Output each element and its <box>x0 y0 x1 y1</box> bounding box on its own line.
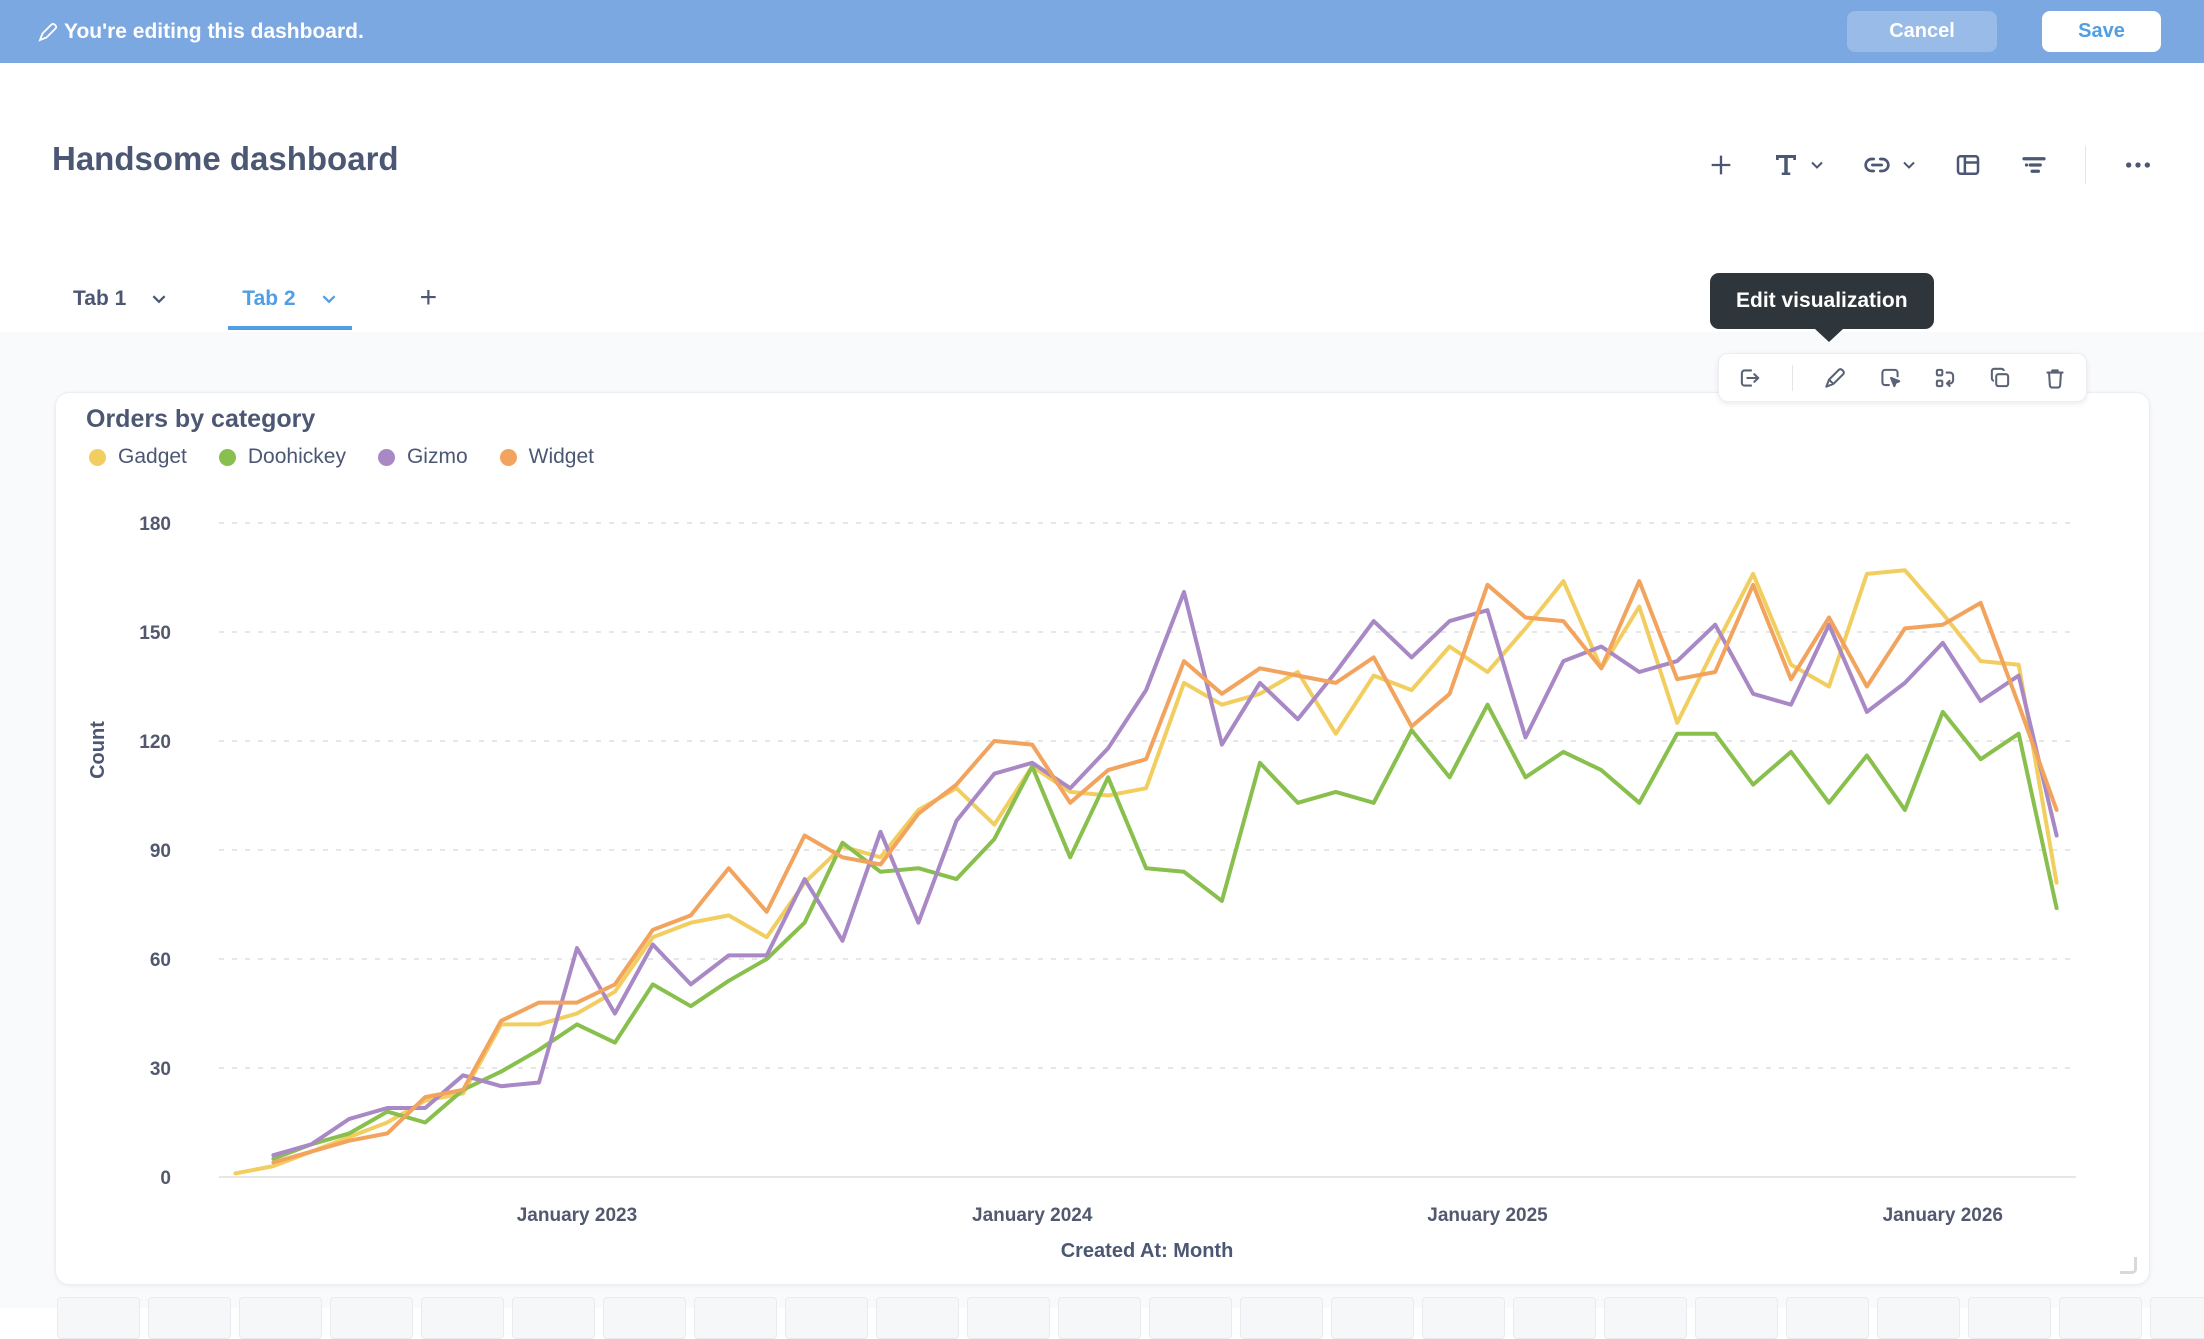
svg-text:0: 0 <box>160 1168 171 1189</box>
edit-visualization-pencil-icon[interactable] <box>1822 365 1848 391</box>
legend-dot <box>499 448 517 466</box>
legend-label: Doohickey <box>247 445 346 468</box>
tooltip-arrow <box>1815 329 1843 342</box>
chart-legend: Gadget Doohickey Gizmo Widget <box>89 445 594 469</box>
svg-text:30: 30 <box>150 1059 171 1080</box>
legend-label: Gadget <box>118 445 187 468</box>
add-icon[interactable] <box>1707 151 1735 179</box>
replace-visualization-icon[interactable] <box>1932 365 1958 391</box>
legend-dot <box>377 448 395 466</box>
chevron-down-icon <box>322 295 336 304</box>
svg-text:Count: Count <box>87 721 109 779</box>
grid-cell <box>2059 1297 2142 1339</box>
toolbar-divider <box>2085 146 2086 184</box>
legend-dot <box>218 448 236 466</box>
edit-visualization-tooltip: Edit visualization <box>1710 273 1934 342</box>
duplicate-icon[interactable] <box>1987 365 2013 391</box>
legend-label: Gizmo <box>406 445 468 468</box>
card-title: Orders by category <box>86 405 316 433</box>
editing-message: You're editing this dashboard. <box>64 19 364 43</box>
series-line-widget <box>271 579 2059 1165</box>
series-line-doohickey <box>271 702 2059 1161</box>
grid-cell <box>2150 1297 2204 1339</box>
chevron-down-icon <box>1903 161 1915 169</box>
legend-dot <box>89 448 106 466</box>
grid-cell <box>1058 1297 1141 1339</box>
trash-icon[interactable] <box>2042 365 2068 391</box>
legend-item-doohickey[interactable]: Doohickey <box>218 445 346 469</box>
legend-item-widget[interactable]: Widget <box>499 445 594 469</box>
svg-text:90: 90 <box>150 841 171 862</box>
tab-2[interactable]: Tab 2 <box>228 272 352 330</box>
save-button[interactable]: Save <box>2042 11 2161 52</box>
grid-cell <box>694 1297 777 1339</box>
legend-item-gizmo[interactable]: Gizmo <box>377 445 468 469</box>
send-to-icon[interactable] <box>1737 365 1763 391</box>
click-behavior-icon[interactable] <box>1877 365 1903 391</box>
grid-cell <box>1240 1297 1323 1339</box>
orders-by-category-card[interactable]: Orders by category Gadget Doohickey Gizmo W… <box>55 392 2150 1285</box>
grid-cell <box>1604 1297 1687 1339</box>
svg-text:January 2025: January 2025 <box>1427 1205 1548 1226</box>
grid-cell <box>1422 1297 1505 1339</box>
edit-mode-bar: You're editing this dashboard. Cancel Sa… <box>0 0 2204 63</box>
tooltip-label: Edit visualization <box>1736 289 1908 312</box>
grid-cell <box>785 1297 868 1339</box>
card-action-toolbar <box>1718 353 2087 402</box>
svg-text:January 2024: January 2024 <box>972 1205 1093 1226</box>
cancel-button[interactable]: Cancel <box>1847 11 1997 52</box>
grid-cell <box>421 1297 504 1339</box>
tab-2-label: Tab 2 <box>242 287 296 310</box>
svg-text:120: 120 <box>139 732 171 753</box>
orders-line-chart[interactable]: 0 30 60 90 120 150 180 January 2023 January 2024… <box>56 393 2149 1284</box>
grid-cell <box>876 1297 959 1339</box>
grid-cell <box>330 1297 413 1339</box>
card-resize-handle[interactable] <box>2120 1257 2137 1274</box>
add-tab-button[interactable]: + <box>419 281 438 314</box>
grid-cell <box>1331 1297 1414 1339</box>
page-title[interactable]: Handsome dashboard <box>52 140 399 177</box>
grid-cell <box>1877 1297 1960 1339</box>
svg-text:60: 60 <box>150 950 171 971</box>
grid-cell <box>1149 1297 1232 1339</box>
legend-label: Widget <box>528 445 594 468</box>
grid-cell <box>603 1297 686 1339</box>
series-line-gizmo <box>271 590 2059 1158</box>
ellipsis-icon[interactable] <box>2122 149 2154 181</box>
dashboard-toolbar <box>1707 146 2154 184</box>
grid-cell <box>1513 1297 1596 1339</box>
chevron-down-icon <box>152 295 166 304</box>
pencil-icon <box>36 20 60 49</box>
dashboard-grid-row <box>57 1297 2204 1339</box>
svg-text:180: 180 <box>139 514 171 535</box>
text-icon[interactable] <box>1771 150 1825 180</box>
grid-cell <box>512 1297 595 1339</box>
grid-cell <box>1695 1297 1778 1339</box>
grid-cell <box>1786 1297 1869 1339</box>
svg-text:January 2026: January 2026 <box>1883 1205 2003 1226</box>
chevron-down-icon <box>1811 161 1823 169</box>
series-line-gadget <box>233 568 2059 1176</box>
svg-text:Created At: Month: Created At: Month <box>1061 1240 1234 1262</box>
grid-cell <box>239 1297 322 1339</box>
dashboard-tabs: Tab 1 Tab 2 + <box>59 272 438 330</box>
grid-cell <box>57 1297 140 1339</box>
filter-icon[interactable] <box>2019 150 2049 180</box>
grid-cell <box>148 1297 231 1339</box>
grid-cell <box>1968 1297 2051 1339</box>
action-toolbar-divider <box>1792 364 1793 391</box>
svg-text:January 2023: January 2023 <box>517 1205 637 1226</box>
grid-cell <box>967 1297 1050 1339</box>
svg-text:150: 150 <box>139 623 171 644</box>
tab-1-label: Tab 1 <box>73 287 127 310</box>
tab-1[interactable]: Tab 1 <box>59 272 182 330</box>
link-icon[interactable] <box>1861 149 1917 181</box>
legend-item-gadget[interactable]: Gadget <box>89 445 187 469</box>
add-section-icon[interactable] <box>1953 150 1983 180</box>
